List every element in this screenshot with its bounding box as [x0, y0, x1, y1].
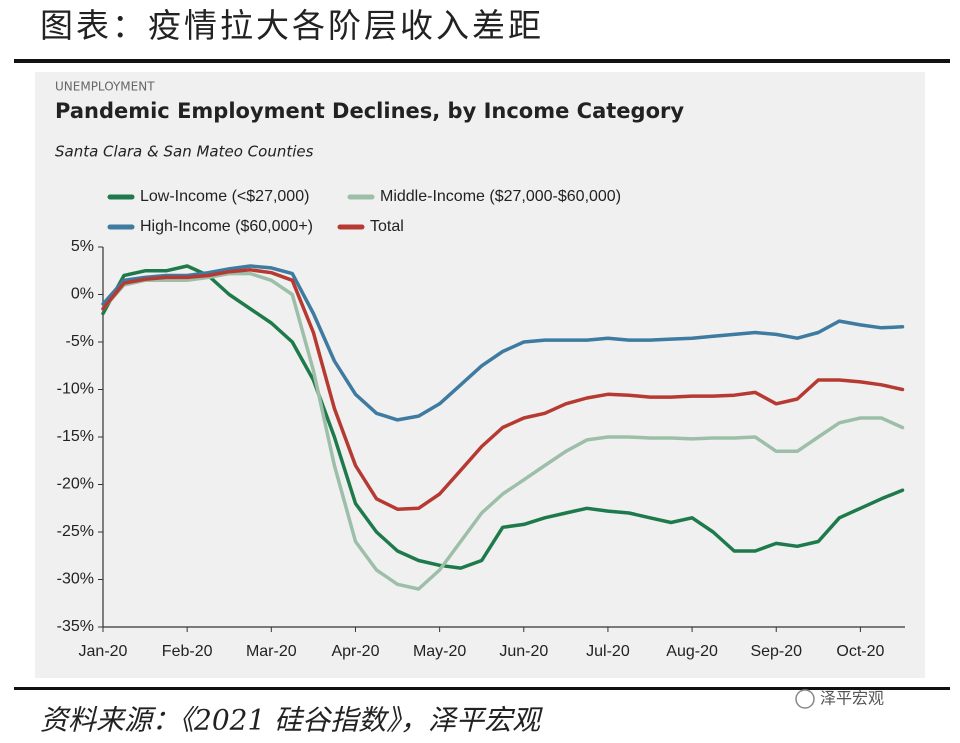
chart-label: UNEMPLOYMENT — [55, 80, 155, 94]
x-tick-label: Aug-20 — [666, 643, 718, 660]
chart-subtitle: Santa Clara & San Mateo Counties — [55, 143, 314, 161]
series-line — [101, 264, 905, 570]
y-tick-label: -25% — [57, 523, 94, 540]
y-tick-label: -15% — [57, 428, 94, 445]
watermark-icon — [795, 689, 815, 709]
plot: 5% 0% -5% -10% -15% -20% -25% -30% -35% Jan-20 Feb… — [57, 188, 905, 660]
chart-panel — [35, 72, 925, 678]
y-tick-label: -5% — [66, 333, 94, 350]
y-tick-label: -20% — [57, 476, 94, 493]
x-tick-label: Jun-20 — [499, 643, 548, 660]
x-tick-label: Sep-20 — [750, 643, 802, 660]
y-tick-label: -35% — [57, 618, 94, 635]
x-tick-label: Oct-20 — [836, 643, 884, 660]
x-tick-label: Jan-20 — [79, 643, 128, 660]
series-line — [101, 268, 905, 511]
page-title: 图表：疫情拉大各阶层收入差距 — [40, 6, 544, 45]
x-tick-label: Mar-20 — [246, 643, 297, 660]
x-tick-label: Jul-20 — [586, 643, 630, 660]
y-tick-label: -10% — [57, 381, 94, 398]
series-line — [101, 264, 905, 422]
bottom-rule — [14, 687, 950, 690]
legend-label: High-Income ($60,000+) — [140, 218, 313, 235]
legend-label: Middle-Income ($27,000-$60,000) — [380, 188, 621, 205]
legend-label: Total — [370, 218, 404, 235]
x-tick-label: Apr-20 — [331, 643, 379, 660]
watermark: 泽平宏观 — [820, 689, 884, 708]
source-note: 资料来源：《2021 硅谷指数》，泽平宏观 — [40, 704, 543, 737]
y-tick-label: -30% — [57, 571, 94, 588]
chart-title: Pandemic Employment Declines, by Income … — [55, 99, 684, 123]
x-tick-label: May-20 — [413, 643, 466, 660]
top-rule — [14, 59, 950, 63]
y-tick-label: 0% — [71, 286, 94, 303]
y-tick-label: 5% — [71, 238, 94, 255]
legend-label: Low-Income (<$27,000) — [140, 188, 309, 205]
series-line — [101, 271, 905, 591]
x-tick-label: Feb-20 — [162, 643, 213, 660]
